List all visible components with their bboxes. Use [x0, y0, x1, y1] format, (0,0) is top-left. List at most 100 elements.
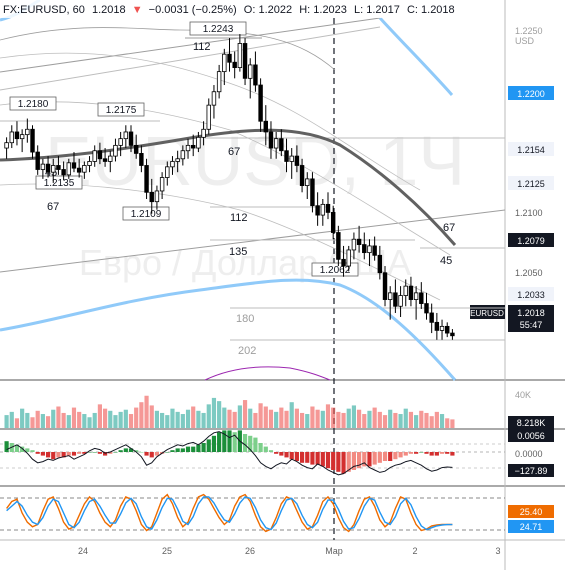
volume-bar[interactable]	[123, 409, 128, 428]
volume-bar[interactable]	[87, 417, 92, 428]
oscillator-bar[interactable]	[315, 452, 320, 465]
candle-body[interactable]	[154, 190, 160, 203]
oscillator-bar[interactable]	[149, 452, 154, 458]
volume-bar[interactable]	[357, 409, 362, 428]
candle-body[interactable]	[190, 144, 196, 149]
volume-bar[interactable]	[201, 412, 206, 428]
candle-body[interactable]	[237, 43, 243, 69]
candle-body[interactable]	[4, 142, 9, 149]
oscillator-bar[interactable]	[206, 439, 211, 452]
volume-bar[interactable]	[346, 408, 351, 428]
candle-body[interactable]	[372, 245, 377, 256]
candle-body[interactable]	[434, 321, 440, 331]
oscillator-bar[interactable]	[227, 430, 232, 452]
oscillator-bar[interactable]	[398, 452, 403, 458]
candle-body[interactable]	[159, 177, 165, 192]
oscillator-bar[interactable]	[310, 452, 315, 465]
candle-body[interactable]	[289, 155, 294, 162]
oscillator-bar[interactable]	[35, 452, 40, 454]
oscillator-bar[interactable]	[71, 452, 77, 456]
volume-bar[interactable]	[450, 419, 455, 428]
volume-bar[interactable]	[237, 405, 242, 428]
candle-body[interactable]	[211, 91, 217, 106]
volume-bar[interactable]	[310, 406, 315, 429]
oscillator-bar[interactable]	[372, 452, 377, 465]
candle-body[interactable]	[149, 191, 154, 203]
candle-body[interactable]	[123, 131, 129, 140]
candle-body[interactable]	[351, 238, 357, 251]
volume-bar[interactable]	[320, 410, 325, 428]
candle-body[interactable]	[56, 165, 61, 170]
candle-body[interactable]	[429, 312, 434, 323]
volume-bar[interactable]	[268, 409, 274, 428]
volume-bar[interactable]	[20, 408, 25, 428]
oscillator-bar[interactable]	[165, 452, 170, 453]
oscillator-bar[interactable]	[222, 430, 227, 452]
candle-body[interactable]	[362, 244, 367, 254]
candle-body[interactable]	[424, 303, 429, 314]
oscillator-bar[interactable]	[403, 452, 408, 456]
candle-body[interactable]	[341, 258, 346, 267]
candle-body[interactable]	[133, 144, 139, 154]
candle-body[interactable]	[82, 165, 87, 173]
symbol-legend[interactable]: FX:EURUSD, 60 1.2018 ▼ −0.0031 (−0.25%) …	[0, 0, 470, 18]
oscillator-bar[interactable]	[128, 448, 134, 452]
trend-line[interactable]	[0, 26, 381, 91]
oscillator-bar[interactable]	[61, 452, 66, 458]
volume-bar[interactable]	[108, 410, 113, 428]
volume-bar[interactable]	[102, 408, 108, 428]
candle-body[interactable]	[35, 151, 40, 170]
oscillator-bar[interactable]	[434, 452, 439, 456]
candle-body[interactable]	[9, 131, 14, 144]
candle-body[interactable]	[19, 134, 25, 140]
volume-bar[interactable]	[97, 404, 102, 428]
oscillator-bar[interactable]	[82, 452, 87, 454]
candle-body[interactable]	[102, 158, 108, 162]
oscillator-bar[interactable]	[325, 452, 331, 469]
volume-bar[interactable]	[388, 409, 393, 428]
oscillator-bar[interactable]	[408, 452, 414, 454]
volume-bar[interactable]	[149, 405, 154, 428]
candle-body[interactable]	[346, 249, 351, 267]
volume-bar[interactable]	[30, 417, 35, 428]
candle-body[interactable]	[76, 167, 82, 173]
oscillator-bar[interactable]	[92, 452, 97, 453]
oscillator-bar[interactable]	[429, 452, 434, 456]
volume-bar[interactable]	[160, 412, 165, 428]
oscillator-bar[interactable]	[87, 452, 92, 453]
oscillator-bar[interactable]	[419, 452, 424, 453]
volume-bar[interactable]	[258, 403, 263, 428]
volume-bar[interactable]	[175, 411, 180, 428]
oscillator-bar[interactable]	[414, 452, 419, 454]
candle-body[interactable]	[320, 203, 326, 216]
stochastic-lines[interactable]	[6, 493, 453, 533]
oscillator-bar[interactable]	[97, 452, 102, 454]
candle-body[interactable]	[30, 128, 35, 153]
volume-bar[interactable]	[128, 414, 134, 428]
volume-bar[interactable]	[408, 411, 414, 428]
oscillator-bar[interactable]	[102, 452, 108, 456]
volume-bar[interactable]	[289, 402, 294, 428]
oscillator-bar[interactable]	[77, 452, 82, 454]
trend-line[interactable]	[0, 209, 506, 273]
volume-bar[interactable]	[445, 418, 450, 428]
oscillator-bar[interactable]	[211, 435, 217, 452]
volume-bar[interactable]	[341, 412, 346, 428]
candle-body[interactable]	[403, 285, 408, 296]
oscillator-bar[interactable]	[185, 446, 191, 452]
candle-body[interactable]	[51, 165, 56, 173]
volume-bar[interactable]	[242, 400, 248, 428]
volume-bar[interactable]	[367, 410, 372, 428]
volume-bar[interactable]	[299, 412, 305, 428]
volume-bar[interactable]	[56, 406, 61, 429]
candle-body[interactable]	[305, 178, 310, 186]
band-line[interactable]	[0, 27, 336, 71]
oscillator-bar[interactable]	[134, 450, 139, 452]
candle-body[interactable]	[450, 332, 455, 337]
oscillator-bar[interactable]	[217, 432, 222, 452]
oscillator-bar[interactable]	[180, 448, 185, 452]
oscillator-bar[interactable]	[66, 452, 71, 456]
volume-bar[interactable]	[419, 410, 424, 428]
oscillator-bar[interactable]	[284, 452, 289, 458]
